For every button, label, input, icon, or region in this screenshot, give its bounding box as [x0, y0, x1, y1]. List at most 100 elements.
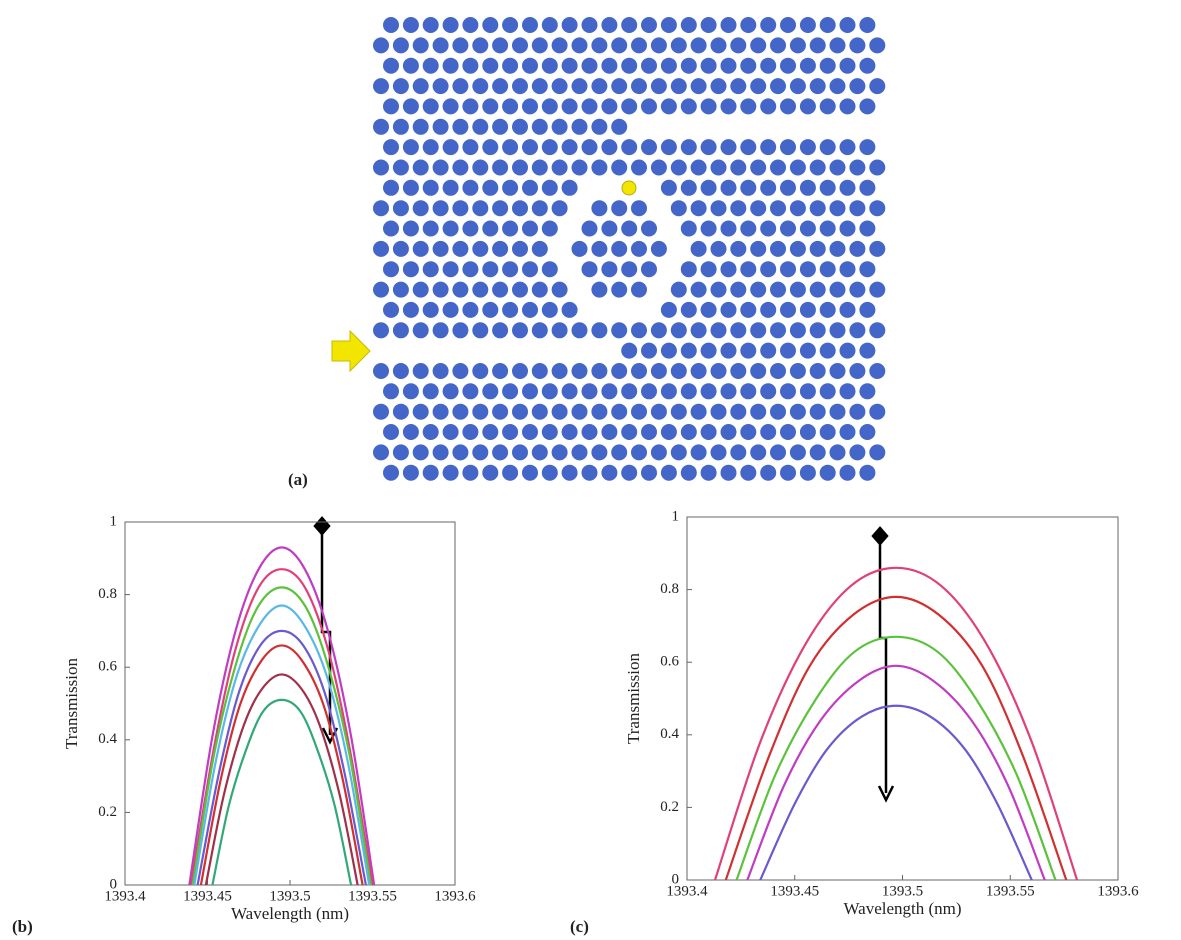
rod [800, 221, 816, 237]
rod [601, 17, 617, 33]
y-tick-label: 0.6 [660, 654, 679, 670]
rod [383, 261, 399, 277]
rod [810, 322, 826, 338]
rod [423, 180, 439, 196]
rod [423, 98, 439, 114]
x-tick-label: 1393.4 [666, 883, 708, 899]
rod [701, 221, 717, 237]
rod [711, 160, 727, 176]
rod [413, 78, 429, 94]
rod [701, 343, 717, 359]
rod [840, 424, 856, 440]
rod [730, 160, 746, 176]
rod [641, 98, 657, 114]
rod [671, 404, 687, 420]
rod [522, 98, 538, 114]
rod [423, 221, 439, 237]
rod [721, 465, 737, 481]
y-tick-label: 1 [672, 508, 680, 524]
rod [859, 465, 875, 481]
rod [780, 302, 796, 318]
y-tick-label: 0.6 [98, 659, 117, 675]
rod [760, 261, 776, 277]
rod [601, 139, 617, 155]
x-axis-label: Wavelength (nm) [843, 899, 961, 918]
rod [701, 383, 717, 399]
rod [443, 17, 459, 33]
rod [721, 383, 737, 399]
rod [849, 241, 865, 257]
rod [849, 322, 865, 338]
rod [472, 444, 488, 460]
rod [433, 322, 449, 338]
rod [840, 58, 856, 74]
rod [532, 444, 548, 460]
rod [452, 78, 468, 94]
rod [443, 383, 459, 399]
rod [810, 200, 826, 216]
rod [462, 424, 478, 440]
rod [849, 404, 865, 420]
rod [393, 282, 409, 298]
rod [492, 404, 508, 420]
rod [641, 343, 657, 359]
rod [383, 17, 399, 33]
rod [641, 261, 657, 277]
rod [800, 383, 816, 399]
panel-label: (a) [288, 470, 308, 489]
rod [641, 17, 657, 33]
rod [601, 465, 617, 481]
rod [502, 17, 518, 33]
rod [572, 119, 588, 135]
rod [433, 282, 449, 298]
rod [701, 465, 717, 481]
rod [621, 58, 637, 74]
rod [800, 261, 816, 277]
rod [661, 58, 677, 74]
rod [800, 98, 816, 114]
rod [750, 444, 766, 460]
y-tick-label: 0.2 [660, 799, 679, 815]
panel-label: (b) [12, 917, 33, 936]
rod [423, 17, 439, 33]
arrow-b [315, 518, 337, 742]
rod [830, 282, 846, 298]
rod [373, 160, 389, 176]
rod [542, 98, 558, 114]
rod [780, 180, 796, 196]
rod [830, 37, 846, 53]
rod [552, 282, 568, 298]
rod [433, 119, 449, 135]
rod [770, 444, 786, 460]
rod [403, 383, 419, 399]
rod [393, 78, 409, 94]
rod [433, 160, 449, 176]
rod [701, 261, 717, 277]
x-tick-label: 1393.5 [882, 883, 923, 899]
rod [462, 58, 478, 74]
rod [423, 302, 439, 318]
rod [621, 261, 637, 277]
rod [413, 241, 429, 257]
rod [730, 241, 746, 257]
rod [661, 465, 677, 481]
rod [462, 465, 478, 481]
rod [413, 160, 429, 176]
rod [740, 383, 756, 399]
rod [552, 119, 568, 135]
rod [859, 58, 875, 74]
rod [621, 465, 637, 481]
rod [780, 58, 796, 74]
rod [572, 404, 588, 420]
rod [621, 343, 637, 359]
rod [443, 98, 459, 114]
rod [701, 139, 717, 155]
page: {"panel_a": {"label": "(a)"}, "chart_dat… [0, 0, 1181, 940]
rod [482, 383, 498, 399]
rod [760, 17, 776, 33]
rod [472, 119, 488, 135]
rod [859, 261, 875, 277]
rod [611, 282, 627, 298]
rod [730, 444, 746, 460]
rod [532, 200, 548, 216]
